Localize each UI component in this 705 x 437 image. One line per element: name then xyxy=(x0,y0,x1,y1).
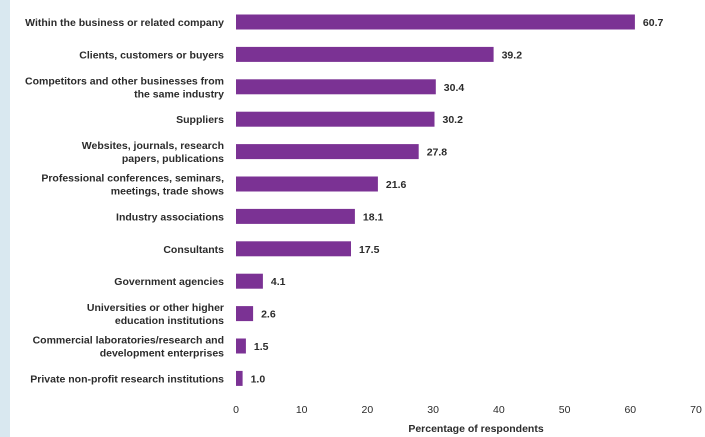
data-label: 27.8 xyxy=(427,147,448,159)
data-label: 18.1 xyxy=(363,211,384,223)
bar xyxy=(236,46,494,62)
data-label: 4.1 xyxy=(271,276,286,288)
category-label: Websites, journals, research xyxy=(82,140,224,152)
category-label: Commercial laboratories/research and xyxy=(33,335,224,347)
x-tick-label: 40 xyxy=(493,404,505,416)
bar xyxy=(236,338,246,354)
bar xyxy=(236,241,351,257)
data-label: 17.5 xyxy=(359,244,380,256)
category-label: papers, publications xyxy=(122,153,224,165)
category-label: Universities or other higher xyxy=(87,302,224,314)
bar xyxy=(236,208,355,224)
category-label: Within the business or related company xyxy=(25,17,224,29)
category-label: Government agencies xyxy=(114,276,224,288)
bar xyxy=(236,306,254,322)
category-label: education institutions xyxy=(115,315,224,327)
data-label: 30.4 xyxy=(444,82,465,94)
bar xyxy=(236,79,436,95)
bar xyxy=(236,273,263,289)
x-tick-label: 20 xyxy=(362,404,374,416)
x-tick-label: 60 xyxy=(624,404,636,416)
category-label: Private non-profit research institutions xyxy=(30,373,224,385)
category-label: Clients, customers or buyers xyxy=(79,49,224,61)
x-tick-label: 70 xyxy=(690,404,702,416)
category-label: Competitors and other businesses from xyxy=(25,75,224,87)
x-axis-title: Percentage of respondents xyxy=(408,423,544,435)
category-label: meetings, trade shows xyxy=(111,186,224,198)
bar xyxy=(236,370,243,386)
category-label: the same industry xyxy=(134,88,224,100)
category-label: Professional conferences, seminars, xyxy=(41,173,224,185)
x-tick-label: 10 xyxy=(296,404,308,416)
data-label: 2.6 xyxy=(261,309,276,321)
bar xyxy=(236,14,635,30)
category-label: development enterprises xyxy=(100,348,224,360)
category-label: Industry associations xyxy=(116,211,224,223)
bar-chart: 60.7 Within the business or related compa… xyxy=(25,14,702,435)
data-label: 1.5 xyxy=(254,341,269,353)
bar xyxy=(236,144,419,160)
data-label: 39.2 xyxy=(502,49,523,61)
data-label: 21.6 xyxy=(386,179,407,191)
x-tick-label: 50 xyxy=(559,404,571,416)
bar xyxy=(236,111,435,127)
x-tick-label: 0 xyxy=(233,404,239,416)
category-label: Consultants xyxy=(163,244,224,256)
x-tick-label: 30 xyxy=(427,404,439,416)
data-label: 30.2 xyxy=(443,114,464,126)
data-label: 60.7 xyxy=(643,17,664,29)
bar xyxy=(236,176,378,192)
chart-panel: 60.7 Within the business or related compa… xyxy=(10,0,705,437)
data-label: 1.0 xyxy=(251,373,266,385)
category-label: Suppliers xyxy=(176,114,224,126)
